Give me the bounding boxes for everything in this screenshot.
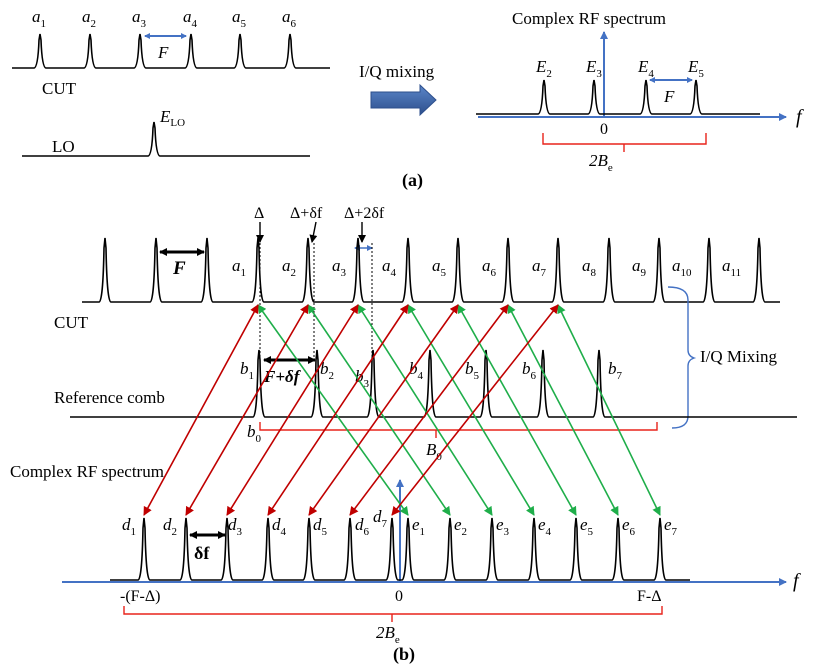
- cut-label-b: CUT: [54, 313, 89, 332]
- ref-peak-label: b7: [608, 359, 623, 382]
- spectrum-peak-label: E2: [535, 57, 552, 80]
- red-mixing-arrow: [391, 304, 559, 516]
- cut-peak-label: a3: [132, 7, 147, 30]
- cut-peak-label: a5: [232, 7, 247, 30]
- cut-peak-label: a3: [332, 256, 347, 279]
- ref-peak-label: b1: [240, 359, 254, 382]
- cut-peak-label: a4: [183, 7, 198, 30]
- e-peak-label: e2: [454, 515, 467, 538]
- panel-a: a1 a2 a3 a4 a5 a6 F CUT ELO LO I/Q mixin…: [12, 7, 804, 191]
- cut-peak-label: a5: [432, 256, 447, 279]
- left-edge-label: -(F-Δ): [120, 588, 161, 605]
- delta-label-1: Δ+δf: [290, 205, 323, 222]
- cut-label-a: CUT: [42, 79, 77, 98]
- panel-b: Δ Δ+δf Δ+2δf F a1 a2 a3 a4 a5 a6 a7 a8 a…: [10, 205, 801, 665]
- bandwidth-bracket-b: [123, 606, 663, 622]
- cut-peak-label: a2: [82, 7, 96, 30]
- d-peak-label: d3: [228, 515, 243, 538]
- B0-label: B0: [426, 440, 442, 463]
- lo-peak-label: ELO: [159, 107, 185, 129]
- bandwidth-label-a: 2Be: [589, 151, 613, 174]
- green-mixing-arrow: [257, 304, 409, 516]
- spectrum-comb-a: [476, 79, 760, 115]
- d-labels: d1 d2 d3 d4 d5 d6 d7: [122, 507, 388, 538]
- cut-peak-label: a10: [672, 256, 692, 279]
- zero-label-b: 0: [395, 588, 403, 605]
- d-peak-label: d5: [313, 515, 328, 538]
- cut-peak-label: a11: [722, 256, 741, 279]
- mixing-label-b: I/Q Mixing: [700, 347, 777, 366]
- d-peak-label: d2: [163, 515, 177, 538]
- spectrum-title-b: Complex RF spectrum: [10, 462, 164, 481]
- spectrum-peak-label: E4: [637, 57, 654, 80]
- d-peak-label: d7: [373, 507, 388, 530]
- cut-peak-label: a1: [232, 256, 246, 279]
- lo-trace: [22, 121, 310, 157]
- ref-spacing-label: F+δf: [263, 367, 302, 386]
- reference-label: Reference comb: [54, 388, 165, 407]
- cut-comb-b: [82, 237, 780, 303]
- e-peak-label: e7: [664, 515, 678, 538]
- spectrum-peak-label: E5: [687, 57, 704, 80]
- bandwidth-label-b: 2Be: [376, 623, 400, 646]
- spectrum-spacing-label-a: F: [663, 87, 675, 106]
- zero-label-a: 0: [600, 121, 608, 138]
- d-peak-label: d4: [272, 515, 287, 538]
- mixing-label-a: I/Q mixing: [359, 62, 435, 81]
- d-peak-label: d6: [355, 515, 370, 538]
- mixing-arrow: [370, 83, 437, 117]
- cut-peak-label: a6: [482, 256, 497, 279]
- e-peak-label: e6: [622, 515, 636, 538]
- lo-label: LO: [52, 137, 75, 156]
- delta-label-0: Δ: [254, 205, 264, 222]
- cut-labels-b: a1 a2 a3 a4 a5 a6 a7 a8 a9 a10 a11: [232, 256, 741, 279]
- spacing-label-b: F: [172, 258, 186, 279]
- green-mixing-arrow: [557, 304, 661, 516]
- cut-peak-label: a4: [382, 256, 397, 279]
- green-mixing-arrow: [507, 304, 619, 516]
- freq-label-a: f: [796, 106, 804, 128]
- bandwidth-bracket-a: [542, 133, 707, 152]
- ref-peak-label: b5: [465, 359, 480, 382]
- cut-labels-a: a1 a2 a3 a4 a5 a6: [32, 7, 297, 30]
- e-peak-label: e1: [412, 515, 425, 538]
- delta-arrow-1: [309, 221, 318, 243]
- e-labels: e1 e2 e3 e4 e5 e6 e7: [412, 515, 678, 538]
- cut-peak-label: a6: [282, 7, 297, 30]
- mixing-arrows: [143, 304, 661, 516]
- cut-peak-label: a2: [282, 256, 296, 279]
- spectrum-labels-a: E2 E3 E4 E5: [535, 57, 704, 80]
- e-peak-label: e3: [496, 515, 510, 538]
- red-mixing-arrow: [308, 304, 459, 516]
- cut-peak-label: a1: [32, 7, 46, 30]
- freq-label-b: f: [793, 570, 801, 592]
- spectrum-title-a: Complex RF spectrum: [512, 9, 666, 28]
- spectrum-comb-b: [110, 517, 690, 581]
- ref-peak-label: b6: [522, 359, 537, 382]
- mixing-brace: [667, 286, 697, 429]
- e-peak-label: e5: [580, 515, 594, 538]
- spectrum-peak-label: E3: [585, 57, 602, 80]
- small-spacing-label: δf: [194, 543, 210, 563]
- right-edge-label: F-Δ: [637, 588, 662, 605]
- e-peak-label: e4: [538, 515, 552, 538]
- cut-comb-a: [12, 33, 330, 69]
- delta-label-2: Δ+2δf: [344, 205, 385, 222]
- spacing-label-a: F: [157, 43, 169, 62]
- cut-peak-label: a8: [582, 256, 597, 279]
- caption-a: (a): [402, 170, 423, 191]
- cut-peak-label: a9: [632, 256, 647, 279]
- cut-peak-label: a7: [532, 256, 547, 279]
- d-peak-label: d1: [122, 515, 136, 538]
- red-mixing-arrow: [143, 304, 259, 516]
- caption-b: (b): [393, 644, 415, 665]
